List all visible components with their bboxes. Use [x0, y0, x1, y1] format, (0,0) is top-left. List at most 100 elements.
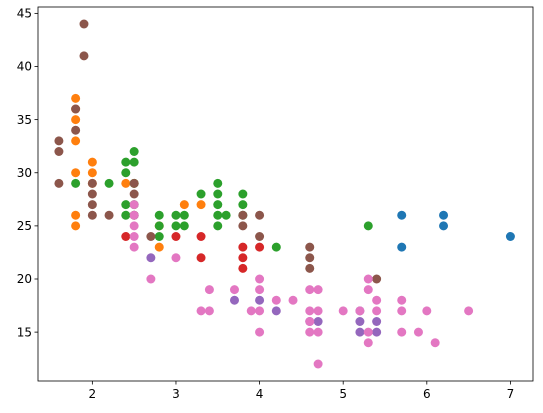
scatter-point: [397, 327, 407, 337]
scatter-point: [313, 327, 323, 337]
y-tick-label: 30: [17, 166, 32, 180]
scatter-point: [355, 306, 365, 316]
x-tick-label: 4: [256, 387, 264, 401]
series-2: [71, 147, 373, 252]
scatter-point: [305, 306, 315, 316]
scatter-point: [204, 306, 214, 316]
scatter-point: [129, 157, 139, 167]
scatter-point: [305, 317, 315, 326]
data-points: [54, 19, 515, 369]
scatter-point: [54, 147, 64, 156]
scatter-point: [439, 210, 449, 220]
scatter-point: [238, 221, 248, 231]
scatter-point: [238, 253, 248, 263]
x-tick-label: 2: [89, 387, 97, 401]
scatter-point: [171, 232, 181, 241]
scatter-point: [87, 200, 97, 210]
scatter-point: [179, 200, 189, 210]
y-tick-label: 15: [17, 325, 32, 339]
scatter-point: [79, 19, 89, 29]
scatter-point: [121, 157, 131, 167]
scatter-point: [464, 306, 474, 316]
scatter-point: [372, 274, 382, 284]
scatter-point: [146, 232, 156, 241]
x-tick-label: 6: [423, 387, 431, 401]
scatter-point: [213, 200, 223, 210]
series-6: [129, 200, 474, 369]
scatter-point: [71, 221, 81, 231]
scatter-point: [338, 306, 348, 316]
scatter-point: [146, 274, 156, 284]
scatter-point: [121, 168, 131, 178]
scatter-point: [305, 253, 315, 263]
scatter-point: [54, 178, 64, 188]
scatter-point: [305, 263, 315, 273]
scatter-point: [154, 221, 164, 231]
scatter-point: [505, 232, 515, 241]
scatter-point: [129, 147, 139, 156]
scatter-point: [413, 327, 423, 337]
scatter-point: [313, 285, 323, 295]
scatter-point: [213, 189, 223, 199]
series-5: [54, 19, 382, 284]
scatter-point: [129, 189, 139, 199]
scatter-point: [171, 253, 181, 263]
scatter-point: [397, 242, 407, 252]
x-tick-label: 7: [507, 387, 515, 401]
scatter-point: [238, 189, 248, 199]
scatter-point: [397, 295, 407, 305]
scatter-point: [255, 232, 265, 241]
scatter-point: [121, 210, 131, 220]
scatter-point: [213, 210, 223, 220]
scatter-point: [129, 221, 139, 231]
scatter-point: [271, 306, 281, 316]
scatter-point: [363, 221, 373, 231]
scatter-point: [255, 210, 265, 220]
scatter-point: [179, 221, 189, 231]
scatter-point: [355, 317, 365, 326]
y-tick-label: 35: [17, 113, 32, 127]
scatter-point: [121, 178, 131, 188]
scatter-point: [196, 253, 206, 263]
scatter-point: [71, 104, 81, 114]
scatter-point: [288, 295, 298, 305]
scatter-point: [104, 178, 114, 188]
x-tick-label: 5: [339, 387, 347, 401]
scatter-point: [154, 210, 164, 220]
scatter-point: [71, 125, 81, 135]
scatter-point: [213, 221, 223, 231]
scatter-point: [313, 317, 323, 326]
scatter-point: [71, 168, 81, 178]
scatter-point: [71, 178, 81, 188]
scatter-point: [238, 210, 248, 220]
scatter-point: [313, 306, 323, 316]
scatter-point: [129, 200, 139, 210]
scatter-point: [255, 285, 265, 295]
scatter-point: [372, 327, 382, 337]
scatter-point: [255, 327, 265, 337]
scatter-point: [196, 306, 206, 316]
scatter-point: [87, 168, 97, 178]
y-tick-label: 20: [17, 272, 32, 286]
scatter-point: [196, 189, 206, 199]
scatter-point: [204, 285, 214, 295]
y-tick-label: 25: [17, 219, 32, 233]
y-tick-label: 40: [17, 60, 32, 74]
scatter-point: [363, 285, 373, 295]
scatter-point: [363, 338, 373, 348]
scatter-point: [271, 295, 281, 305]
series-0: [397, 210, 515, 252]
x-tick-label: 3: [172, 387, 180, 401]
scatter-point: [430, 338, 440, 348]
scatter-point: [397, 306, 407, 316]
scatter-point: [129, 178, 139, 188]
scatter-point: [363, 274, 373, 284]
scatter-point: [171, 221, 181, 231]
scatter-point: [355, 327, 365, 337]
scatter-point: [305, 285, 315, 295]
scatter-point: [229, 285, 239, 295]
y-tick-label: 45: [17, 7, 32, 21]
scatter-point: [129, 232, 139, 241]
